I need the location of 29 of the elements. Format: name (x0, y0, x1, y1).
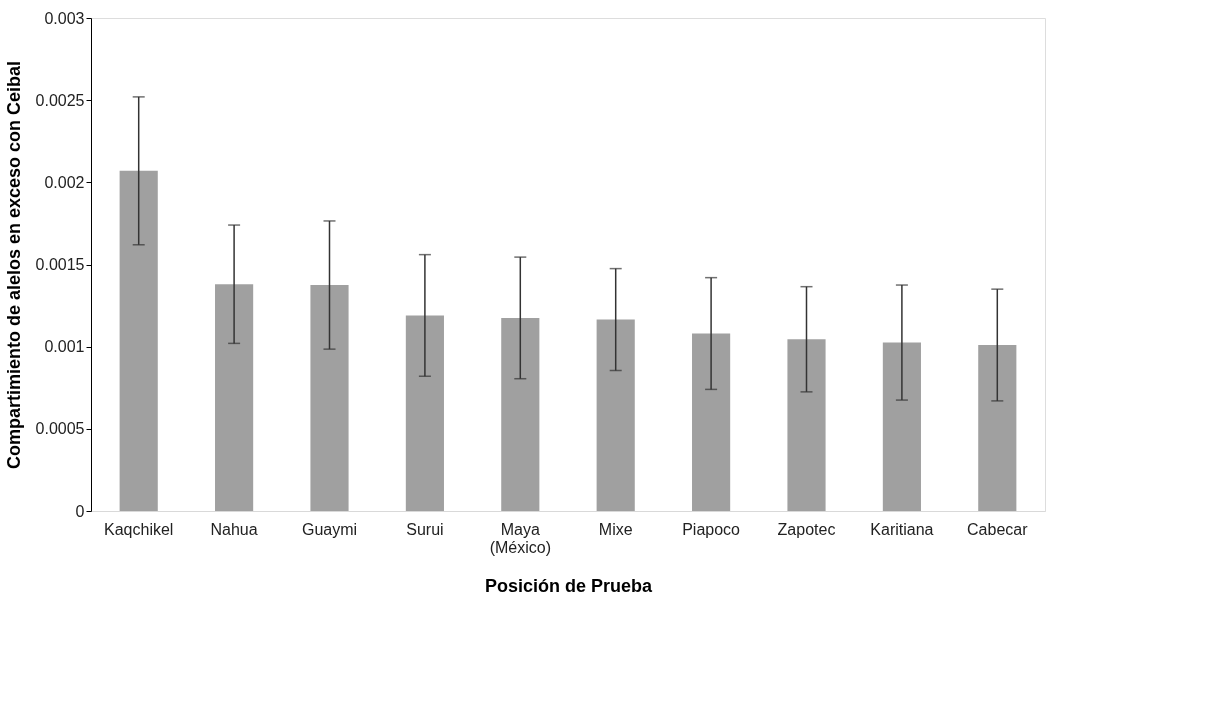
x-tick-label: Guaymi (301, 520, 358, 538)
y-tick-label: 0 (75, 502, 85, 520)
x-tick-label: Cabecar (967, 520, 1029, 538)
y-tick-label: 0.0015 (35, 256, 85, 273)
y-tick-label: 0.001 (44, 338, 85, 356)
bar (405, 315, 444, 511)
bar (882, 342, 921, 511)
bar (501, 317, 540, 511)
x-tick-label: Mixe (598, 520, 633, 538)
x-tick-label: Karitiana (870, 520, 934, 538)
bar (787, 339, 826, 511)
x-tick-label: Kaqchikel (104, 520, 174, 538)
x-tick-label: Surui (406, 520, 444, 538)
bar (978, 345, 1017, 511)
bar (596, 319, 635, 511)
x-axis-title: Posición de Prueba (484, 575, 654, 596)
x-tick-label: Zapotec (777, 520, 836, 538)
x-tick-label: Nahua (210, 520, 258, 538)
bar (119, 170, 158, 511)
bar (692, 333, 731, 511)
y-tick-label: 0.003 (44, 9, 85, 27)
bar (215, 284, 254, 511)
x-tick-label: Piapoco (682, 520, 741, 538)
y-tick-label: 0.002 (44, 173, 85, 191)
bar (310, 285, 349, 511)
y-tick-label: 0.0005 (35, 420, 85, 438)
y-axis-title: Compartimiento de alelos en exceso con Ceibal (3, 60, 24, 470)
x-tick-label: Maya (México) (489, 520, 551, 556)
y-tick-label: 0.0025 (35, 91, 85, 109)
